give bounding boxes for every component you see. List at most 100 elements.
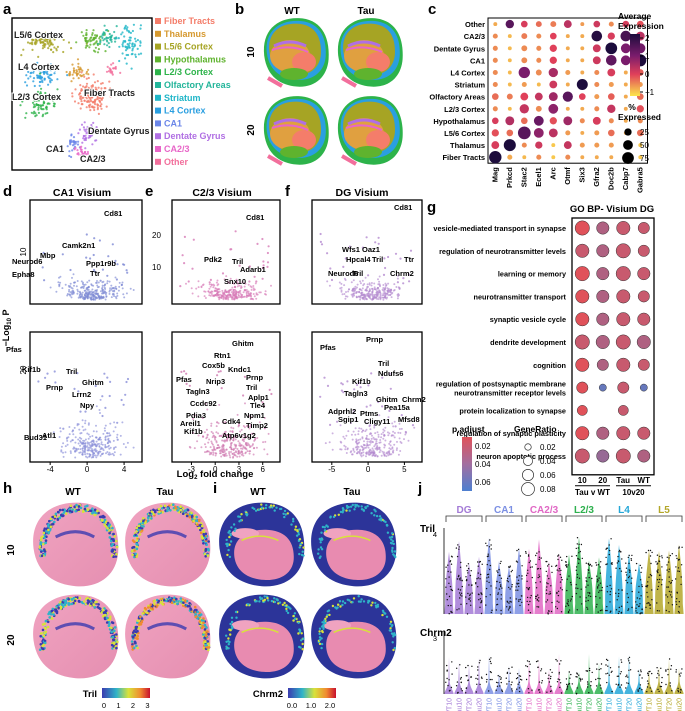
go-col-3: WT <box>638 476 651 485</box>
c-ylabel-6: Striatum <box>455 81 486 90</box>
c-xlabel-8: Doc2b <box>606 167 615 190</box>
padj-colorbar <box>462 437 472 491</box>
colorbar-title-line2: Expression <box>618 21 664 31</box>
c-xlabel-7: Gfra2 <box>592 167 601 187</box>
chrm2-cbar-tick-2: 2.0 <box>325 701 335 710</box>
panel-letter-b: b <box>235 1 244 18</box>
c-ylabel-9: Dentate Gyrus <box>434 44 485 53</box>
c-dot-11-7 <box>593 20 601 28</box>
go-dot-5-1 <box>595 335 610 349</box>
go-dot-10-3 <box>637 449 651 463</box>
group-label-3: L2/3 <box>574 505 594 516</box>
c-dot-11-1 <box>505 19 514 29</box>
c-dot-11-6 <box>580 22 585 27</box>
xtick-f-2: 5 <box>402 465 407 474</box>
cbar-tick-3: −1 <box>645 88 655 97</box>
size-tick-1: 50 <box>640 141 649 150</box>
gene-label-d-top-1: Camk2n1 <box>62 241 95 250</box>
generatio-tick-1: 0.04 <box>540 457 556 466</box>
gene-label-e-bot-6: Nrip3 <box>206 377 225 386</box>
umap-label-0: L5/6 Cortex <box>14 30 63 40</box>
c-dot-3-8 <box>608 118 614 124</box>
go-group-0: Tau v WT <box>575 488 610 497</box>
c-dot-10-2 <box>521 33 528 40</box>
gene-label-d-bot-4: Prnp <box>46 383 64 392</box>
volcano-title-d: CA1 Visium <box>53 187 111 199</box>
c-dot-4-2 <box>519 104 529 114</box>
gene-label-d-top-2: Mbp <box>40 251 56 260</box>
violin-1-5-1 <box>654 666 664 694</box>
c-dot-3-1 <box>505 116 515 126</box>
cluster-brain-3 <box>337 96 403 166</box>
panel-letter-j: j <box>417 480 422 497</box>
sample-label-2-3: Tau20 <box>557 698 564 711</box>
go-dot-9-0 <box>575 426 590 441</box>
c-ylabel-7: L4 Cortex <box>450 68 485 77</box>
c-dot-9-4 <box>549 44 557 52</box>
panel-letter-i: i <box>213 480 217 497</box>
c-dot-1-6 <box>579 142 585 148</box>
c-dot-10-9 <box>620 30 632 42</box>
violin-1-4-0 <box>604 658 614 694</box>
c-dot-1-7 <box>594 142 600 148</box>
go-dot-7-3 <box>639 383 648 392</box>
gene-label-e-bot-8: Tagln3 <box>186 387 210 396</box>
sample-label-4-1: Tau10 <box>617 698 624 711</box>
c-dot-9-8 <box>605 42 618 55</box>
size-dot-0 <box>624 128 632 136</box>
c-dot-4-9 <box>623 106 628 111</box>
gene-label-f-top-2: Oaz1 <box>362 245 380 254</box>
go-term-3: neurotransmitter transport <box>474 292 567 301</box>
chrm2-cbar-tick-1: 1.0 <box>306 701 316 710</box>
volcano-d-box-0 <box>29 199 143 305</box>
tril-colorbar-title: Tril <box>83 689 97 700</box>
legend-label-6: Striatum <box>164 93 201 103</box>
gene-label-d-bot-1: Kif1b <box>22 365 41 374</box>
generatio-title: GeneRatio <box>514 424 557 434</box>
gene-label-e-bot-17: Kif1b <box>184 427 203 436</box>
gene-label-d-bot-2: Tril <box>66 367 77 376</box>
sample-label-5-2: WT20 <box>667 698 674 711</box>
panel-letter-c: c <box>428 1 436 18</box>
sample-label-5-3: Tau20 <box>677 698 684 711</box>
go-dot-1-2 <box>615 243 631 259</box>
violin-1-1-0 <box>484 654 494 694</box>
c-ylabel-0: Fiber Tracts <box>442 153 485 162</box>
gene-label-f-bot-7: Chrm2 <box>402 395 426 404</box>
violin-1-2-0 <box>524 659 534 694</box>
generatio-dot-2 <box>522 469 534 481</box>
gene-label-f-bot-0: Prnp <box>366 335 384 344</box>
group-bracket-1 <box>485 515 523 522</box>
c-dot-3-5 <box>563 116 573 126</box>
c-dot-8-6 <box>580 58 585 63</box>
c-xlabel-5: Otmf <box>563 167 572 185</box>
sample-label-0-2: WT20 <box>467 698 474 711</box>
legend-swatch-9 <box>155 133 161 140</box>
c-dot-2-0 <box>491 129 499 137</box>
c-dot-8-2 <box>521 57 528 64</box>
violin-1-0-2 <box>464 664 474 694</box>
c-ylabel-10: CA2/3 <box>464 32 485 41</box>
chrm2-brain-tau20 <box>311 594 397 679</box>
c-dot-6-7 <box>594 81 600 88</box>
go-dot-3-0 <box>575 289 590 304</box>
c-dot-11-5 <box>563 20 572 29</box>
c-ylabel-5: Olfactory Areas <box>429 93 485 102</box>
c-dot-4-4 <box>548 103 559 114</box>
umap-label-2: L2/3 Cortex <box>12 92 61 102</box>
legend-swatch-5 <box>155 82 161 88</box>
gene-label-d-bot-3: Ghitm <box>82 378 104 387</box>
umap-cluster-l2-3-cortex <box>19 72 59 119</box>
c-dot-4-6 <box>580 106 585 111</box>
gene-label-e-top-1: Pdk2 <box>204 255 222 264</box>
sample-label-1-2: WT20 <box>507 698 514 711</box>
go-dot-4-2 <box>616 312 631 327</box>
c-dot-3-4 <box>549 117 557 125</box>
gene-label-f-bot-12: Cligy11 <box>364 417 390 426</box>
tril-brain-wt20 <box>33 594 119 679</box>
h-row-20: 20 <box>6 634 17 646</box>
c-xlabel-3: Ecel1 <box>534 167 543 187</box>
go-dot-4-3 <box>637 312 651 326</box>
